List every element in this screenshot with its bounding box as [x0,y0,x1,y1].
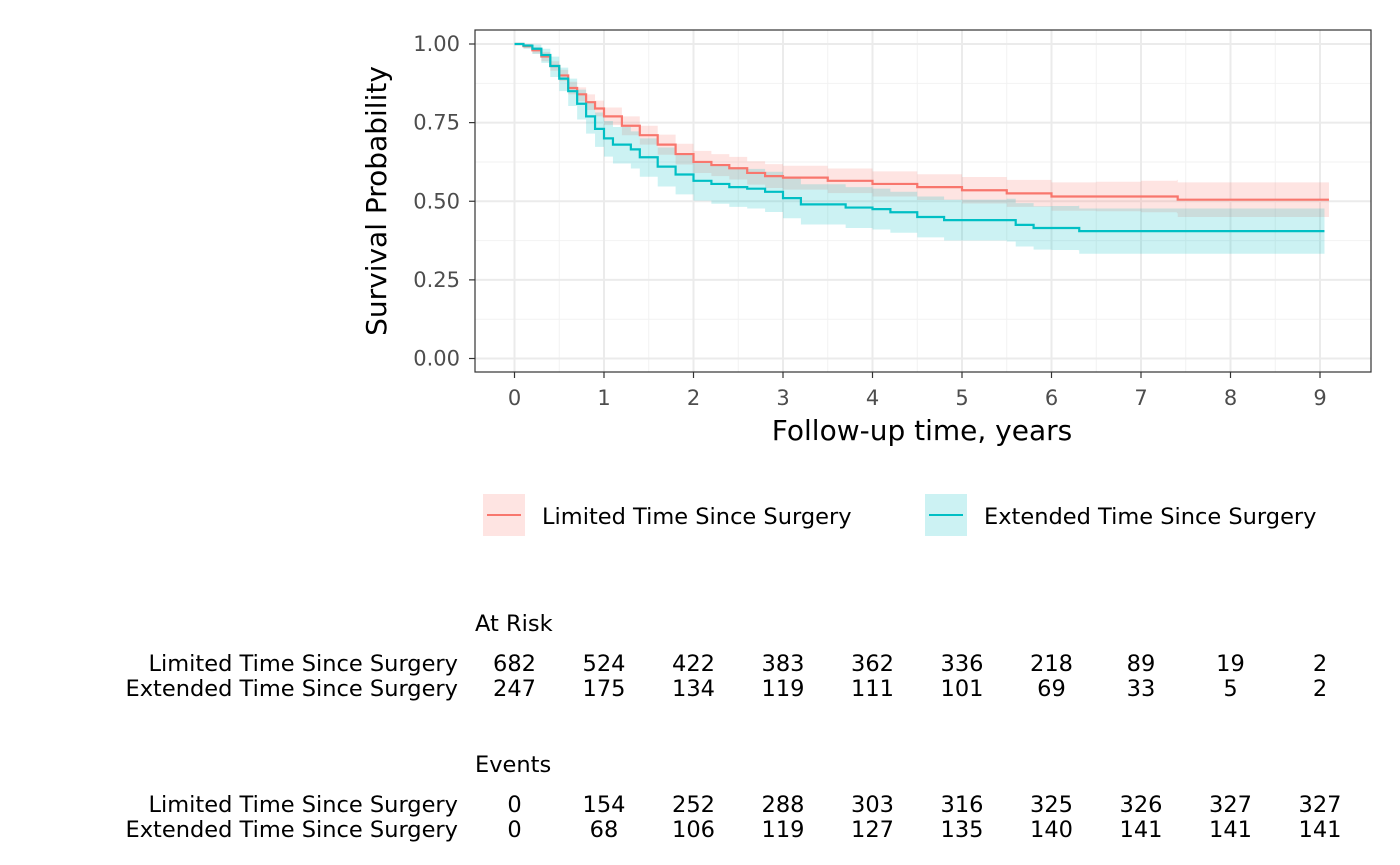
risk-table-cell: 247 [493,676,536,702]
x-tick-label: 1 [597,386,610,410]
risk-table-cell: 69 [1037,676,1066,702]
risk-table-cell: 19 [1216,651,1245,677]
risk-table-cell: 303 [851,792,894,818]
survival-curves [514,42,1329,233]
y-axis-title: Survival Probability [360,66,393,336]
risk-table-cell: 383 [762,651,805,677]
legend-key-extended [925,494,967,536]
risk-table-cell: 0 [507,792,521,818]
x-axis-title: Follow-up time, years [772,414,1072,447]
y-tick-label: 0.50 [413,189,460,213]
risk-table-cell: 154 [583,792,626,818]
risk-table-cell: 141 [1299,817,1342,843]
risk-table-cell: 140 [1030,817,1073,843]
confidence-bands [514,44,1329,254]
y-tick-label: 0.00 [413,347,460,371]
risk-table-cell: 327 [1299,792,1342,818]
x-tick-label: 4 [866,386,879,410]
x-axis: 0 1 2 3 4 5 6 7 8 9 [508,372,1327,410]
risk-table-cell: 2 [1313,651,1327,677]
x-tick-label: 8 [1224,386,1237,410]
risk-table-cell: 111 [851,676,894,702]
risk-table-row-label: Extended Time Since Surgery [126,676,458,702]
confidence-band-limited [514,44,1329,217]
risk-table-cell: 101 [941,676,984,702]
risk-table-cell: 106 [672,817,715,843]
risk-table-cell: 422 [672,651,715,677]
grid-minor [475,30,1371,372]
risk-table-cell: 252 [672,792,715,818]
risk-table-cell: 0 [507,817,521,843]
legend-label-limited: Limited Time Since Surgery [542,504,852,530]
risk-table-cell: 2 [1313,676,1327,702]
x-tick-label: 7 [1134,386,1147,410]
risk-table-cell: 68 [590,817,619,843]
x-tick-label: 2 [687,386,700,410]
risk-table-cell: 325 [1030,792,1073,818]
x-tick-label: 9 [1313,386,1326,410]
risk-table-title-events: Events [475,752,551,778]
risk-table-cell: 218 [1030,651,1073,677]
y-tick-label: 1.00 [413,32,460,56]
risk-table-row-label: Extended Time Since Surgery [126,817,458,843]
y-tick-label: 0.75 [413,111,460,135]
grid-major [475,30,1371,372]
risk-table-cell: 135 [941,817,984,843]
risk-table-cell: 127 [851,817,894,843]
risk-table-cell: 682 [493,651,536,677]
risk-table-cell: 288 [762,792,805,818]
risk-table-title-at-risk: At Risk [475,611,553,637]
risk-table-cell: 141 [1209,817,1252,843]
risk-table-cell: 362 [851,651,894,677]
y-tick-label: 0.25 [413,268,460,292]
x-tick-label: 5 [955,386,968,410]
risk-table-cell: 326 [1120,792,1163,818]
risk-table-cell: 141 [1120,817,1163,843]
confidence-band-extended [514,44,1325,254]
risk-table-cell: 5 [1223,676,1237,702]
risk-table-cell: 119 [762,817,805,843]
x-tick-label: 6 [1045,386,1058,410]
survival-curve-extended [514,42,1325,233]
legend-key-limited [483,494,525,536]
legend: Limited Time Since Surgery Extended Time… [483,494,1316,536]
risk-table-cell: 89 [1127,651,1156,677]
risk-table-cell: 327 [1209,792,1252,818]
risk-table-row-label: Limited Time Since Surgery [148,792,458,818]
risk-table-cell: 175 [583,676,626,702]
risk-table-cell: 524 [583,651,626,677]
risk-table-cell: 33 [1127,676,1156,702]
risk-table-cell: 134 [672,676,715,702]
risk-table-cell: 316 [941,792,984,818]
x-tick-label: 0 [508,386,521,410]
risk-table-cell: 336 [941,651,984,677]
y-axis: 0.00 0.25 0.50 0.75 1.00 [413,32,475,371]
risk-table-cell: 119 [762,676,805,702]
risk-table-row-label: Limited Time Since Surgery [148,651,458,677]
x-tick-label: 3 [776,386,789,410]
legend-label-extended: Extended Time Since Surgery [984,504,1316,530]
